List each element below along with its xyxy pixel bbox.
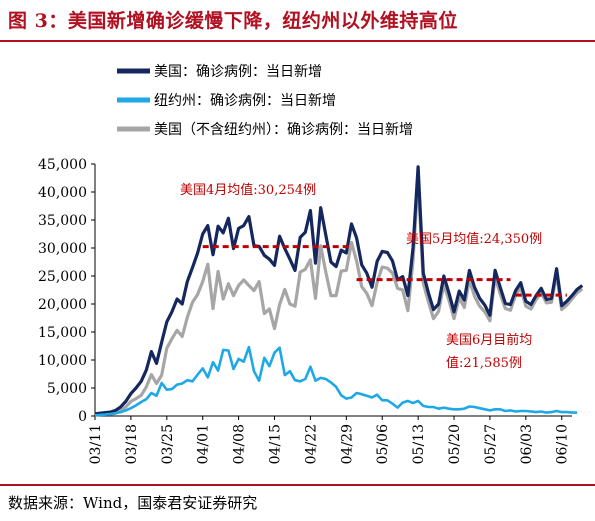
y-tick-label: 25,000 <box>38 269 87 285</box>
axes: 0 5,000 10,000 15,000 20,000 25,000 30,000 35,0… <box>38 157 572 464</box>
line-chart: 美国：确诊病例：当日新增 纽约州：确诊病例：当日新增 美国（不含纽约州）：确诊病… <box>38 64 584 464</box>
y-tick-label: 5,000 <box>47 381 87 397</box>
annotation-june-line1: 美国6月目前均 <box>446 332 532 348</box>
x-tick-label: 04/29 <box>339 424 355 464</box>
x-tick-label: 04/01 <box>196 424 212 464</box>
x-tick-label: 03/25 <box>160 424 176 464</box>
x-tick-label: 03/11 <box>88 424 104 464</box>
x-tick-label: 04/15 <box>268 424 284 464</box>
title-rule <box>0 40 595 42</box>
y-tick-label: 20,000 <box>38 297 87 313</box>
x-tick-label: 06/03 <box>519 424 535 464</box>
x-tick-label: 05/06 <box>375 424 391 464</box>
legend-label-ny: 纽约州：确诊病例：当日新增 <box>154 93 336 109</box>
y-tick-label: 15,000 <box>38 325 87 341</box>
footer-rule <box>0 484 595 486</box>
y-tick-label: 40,000 <box>38 185 87 201</box>
x-tick-label: 04/22 <box>303 424 319 464</box>
y-tick-label: 0 <box>78 409 87 425</box>
annotations: 美国4月均值:30,254例 美国5月均值:24,350例 美国6月目前均 值:… <box>180 182 542 371</box>
annotation-june-line2: 值:21,585例 <box>446 355 522 371</box>
x-tick-label: 05/20 <box>447 424 463 464</box>
series-line-us <box>94 165 584 416</box>
x-tick-label: 06/10 <box>555 424 571 464</box>
series-line-ex-ny <box>94 176 584 417</box>
series-lines <box>94 165 584 417</box>
y-tick-label: 35,000 <box>38 213 87 229</box>
legend-label-ex-ny: 美国（不含纽约州）：确诊病例：当日新增 <box>154 122 413 138</box>
source-note: 数据来源：Wind，国泰君安证券研究 <box>8 494 258 512</box>
y-tick-label: 45,000 <box>38 157 87 173</box>
series-line-ny <box>94 345 578 417</box>
x-tick-label: 03/18 <box>124 424 140 464</box>
page-title: 图 3：美国新增确诊缓慢下降，纽约州以外维持高位 <box>8 10 458 32</box>
x-tick-label: 05/27 <box>483 424 499 464</box>
x-tick-label: 04/08 <box>232 424 248 464</box>
legend: 美国：确诊病例：当日新增 纽约州：确诊病例：当日新增 美国（不含纽约州）：确诊病… <box>117 64 413 138</box>
annotation-may: 美国5月均值:24,350例 <box>406 231 542 247</box>
legend-label-us: 美国：确诊病例：当日新增 <box>154 64 322 80</box>
y-tick-label: 10,000 <box>38 353 87 369</box>
y-tick-label: 30,000 <box>38 241 87 257</box>
average-lines <box>202 245 567 297</box>
annotation-april: 美国4月均值:30,254例 <box>180 182 316 198</box>
x-tick-label: 05/13 <box>411 424 427 464</box>
